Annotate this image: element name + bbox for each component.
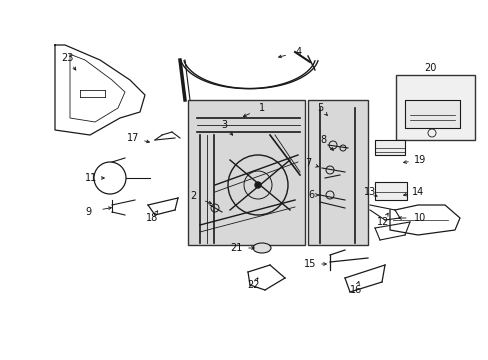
Bar: [404, 100, 459, 128]
Text: 22: 22: [246, 280, 259, 290]
Text: 8: 8: [319, 135, 325, 145]
Text: 1: 1: [259, 103, 264, 113]
Text: 17: 17: [126, 133, 139, 143]
Ellipse shape: [252, 243, 270, 253]
Text: 5: 5: [316, 103, 323, 113]
Text: 23: 23: [61, 53, 73, 63]
Text: 15: 15: [303, 259, 316, 269]
Text: 13: 13: [363, 187, 375, 197]
Text: 11: 11: [85, 173, 97, 183]
Text: 6: 6: [307, 190, 313, 200]
Text: 3: 3: [221, 120, 226, 130]
Text: 9: 9: [85, 207, 91, 217]
Bar: [187, 100, 305, 245]
Text: 20: 20: [423, 63, 435, 73]
Text: 18: 18: [145, 213, 158, 223]
Text: 2: 2: [189, 191, 196, 201]
Text: 12: 12: [376, 217, 388, 227]
Bar: [374, 182, 406, 200]
Text: 10: 10: [413, 213, 425, 223]
Text: 7: 7: [304, 158, 310, 168]
Text: 19: 19: [413, 155, 425, 165]
Text: 14: 14: [411, 187, 423, 197]
Bar: [395, 75, 474, 140]
Text: 21: 21: [229, 243, 242, 253]
Bar: [307, 100, 367, 245]
Circle shape: [254, 182, 261, 188]
Text: 16: 16: [349, 285, 362, 295]
Bar: [374, 140, 404, 155]
Text: 4: 4: [295, 47, 302, 57]
